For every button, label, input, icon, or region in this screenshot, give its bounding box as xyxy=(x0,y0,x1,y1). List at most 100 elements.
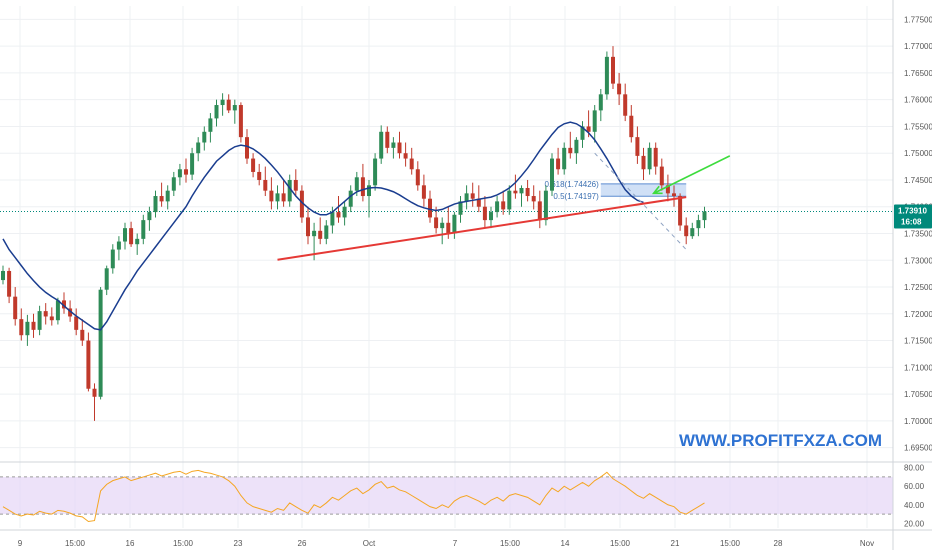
candle-body-down xyxy=(665,185,670,194)
candle-body-down xyxy=(238,105,243,138)
candle-body-down xyxy=(537,201,542,221)
time-tick-label: Nov xyxy=(860,539,874,548)
candle-body-down xyxy=(184,169,188,175)
candle-body-down xyxy=(428,198,432,218)
candle-body-down xyxy=(635,137,640,156)
time-tick-label: 16 xyxy=(126,539,135,548)
candle-body-down xyxy=(257,171,262,180)
support-trendline xyxy=(277,196,687,261)
price-tick-label: 1.76500 xyxy=(904,69,932,78)
candle-body-up xyxy=(232,105,237,111)
time-tick-label: 9 xyxy=(18,539,23,548)
candle-body-up xyxy=(507,190,512,210)
candle-body-down xyxy=(672,193,676,197)
candle-body-down xyxy=(318,230,323,239)
price-tick-label: 1.73000 xyxy=(904,256,932,265)
candle-body-down xyxy=(568,147,573,154)
candle-body-down xyxy=(31,321,36,330)
candle-body-up xyxy=(55,300,60,321)
time-tick-label: 14 xyxy=(561,539,570,548)
time-tick-label: Oct xyxy=(363,539,376,548)
candle-body-down xyxy=(513,190,518,194)
candle-body-down xyxy=(68,308,73,317)
candle-body-down xyxy=(306,217,310,237)
time-tick-label: 15:00 xyxy=(173,539,194,548)
candle-body-down xyxy=(159,196,164,202)
candle-body-up xyxy=(342,206,347,218)
candle-body-down xyxy=(7,270,12,297)
candle-body-up xyxy=(312,230,317,237)
candle-body-down xyxy=(129,228,134,245)
rsi-line xyxy=(2,469,705,523)
time-tick-label: 15:00 xyxy=(720,539,741,548)
candle-body-up xyxy=(391,142,396,148)
candle-body-up xyxy=(696,220,701,229)
time-tick-label: 7 xyxy=(453,539,458,548)
candle-body-up xyxy=(135,238,140,245)
candle-body-up xyxy=(452,214,457,234)
price-tick-label: 1.71500 xyxy=(904,337,932,346)
projection-line xyxy=(594,152,687,250)
moving-average-layer xyxy=(2,121,644,331)
candle-body-up xyxy=(25,321,30,336)
candle-body-down xyxy=(525,188,530,197)
arrow-head xyxy=(651,185,663,195)
candle-body-down xyxy=(684,225,689,237)
candle-body-down xyxy=(245,137,249,159)
candle-body-up xyxy=(141,220,146,239)
candle-body-down xyxy=(43,311,48,317)
candle-body-up xyxy=(123,228,127,242)
candle-body-up xyxy=(1,270,5,281)
candle-body-down xyxy=(360,177,365,197)
current-price-badge xyxy=(894,204,932,229)
candle-body-up xyxy=(367,185,371,197)
candle-body-down xyxy=(299,190,304,218)
candle-body-down xyxy=(19,319,24,336)
candle-body-up xyxy=(440,222,445,229)
time-tick-label: 15:00 xyxy=(65,539,86,548)
candle-body-down xyxy=(434,217,439,229)
candle-body-up xyxy=(98,289,103,397)
candle-body-down xyxy=(623,94,628,116)
time-tick-label: 28 xyxy=(774,539,783,548)
time-tick-label: 15:00 xyxy=(500,539,521,548)
price-tick-label: 1.72000 xyxy=(904,310,932,319)
candle-body-up xyxy=(330,212,335,226)
annotation-layer xyxy=(277,152,731,261)
candle-body-up xyxy=(604,56,609,95)
candle-body-down xyxy=(49,316,54,321)
price-tick-label: 1.76000 xyxy=(904,96,932,105)
rsi-tick-label: 20.00 xyxy=(904,519,925,528)
rsi-tick-label: 60.00 xyxy=(904,482,925,491)
candle-body-up xyxy=(171,177,176,191)
candle-body-up xyxy=(543,190,548,221)
price-tick-label: 1.69500 xyxy=(904,444,932,453)
candle-body-up xyxy=(348,190,353,207)
candle-body-down xyxy=(586,126,591,132)
candle-body-up xyxy=(458,201,463,215)
candle-body-up xyxy=(110,249,115,269)
candle-body-up xyxy=(208,118,213,132)
candle-body-up xyxy=(647,147,652,170)
candle-body-up xyxy=(104,268,109,290)
candle-body-up xyxy=(495,201,500,213)
candle-body-down xyxy=(531,196,536,202)
price-tick-label: 1.74500 xyxy=(904,176,932,185)
candle-body-down xyxy=(617,83,622,95)
candle-body-up xyxy=(153,196,158,213)
candle-body-up xyxy=(202,131,207,143)
candle-body-down xyxy=(62,300,66,309)
candle-body-down xyxy=(556,158,561,170)
candle-body-down xyxy=(611,56,615,84)
time-tick-label: 21 xyxy=(671,539,680,548)
candle-body-down xyxy=(653,147,658,167)
candle-body-down xyxy=(86,340,91,389)
price-tick-label: 1.71000 xyxy=(904,363,932,372)
candle-body-down xyxy=(678,196,683,226)
candle-body-up xyxy=(379,131,384,159)
candle-body-down xyxy=(641,155,646,170)
